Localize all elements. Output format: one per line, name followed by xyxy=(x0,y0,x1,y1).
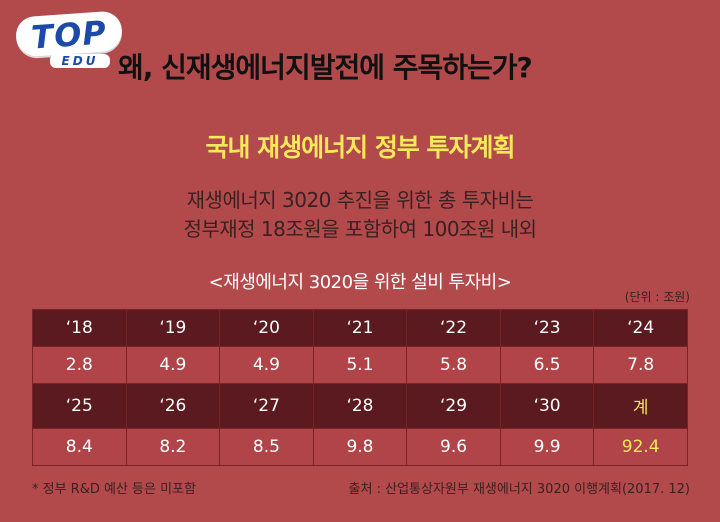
table-row-years-2: ‘25 ‘26 ‘27 ‘28 ‘29 ‘30 계 xyxy=(32,382,688,430)
year-cell: ‘27 xyxy=(219,382,314,430)
source-citation: 출처 : 산업통상자원부 재생에너지 3020 이행계획(2017. 12) xyxy=(348,482,690,497)
value-cell: 9.9 xyxy=(499,428,595,466)
year-cell: ‘20 xyxy=(219,309,314,347)
year-cell: ‘23 xyxy=(499,309,595,347)
year-cell: ‘25 xyxy=(32,382,127,430)
year-cell: ‘30 xyxy=(499,382,595,430)
table-row-values-2: 8.4 8.2 8.5 9.8 9.6 9.9 92.4 xyxy=(32,428,688,466)
table-row-years-1: ‘18 ‘19 ‘20 ‘21 ‘22 ‘23 ‘24 xyxy=(32,309,688,347)
top-edu-logo: TOP EDU xyxy=(14,8,124,70)
value-cell: 8.5 xyxy=(219,428,314,466)
value-cell: 6.5 xyxy=(499,345,595,384)
logo-main-text: TOP xyxy=(30,13,109,57)
description-line-1: 재생에너지 3020 추진을 위한 총 투자비는 xyxy=(186,188,534,212)
year-cell: ‘26 xyxy=(125,382,221,430)
table-row-values-1: 2.8 4.9 4.9 5.1 5.8 6.5 7.8 xyxy=(32,345,688,384)
year-cell: ‘28 xyxy=(312,382,408,430)
year-cell: ‘19 xyxy=(125,309,221,347)
value-cell: 2.8 xyxy=(32,345,127,384)
description-line-2: 정부재정 18조원을 포함하여 100조원 내외 xyxy=(183,217,537,241)
year-cell: ‘18 xyxy=(32,309,127,347)
total-value-cell: 92.4 xyxy=(593,428,688,466)
value-cell: 7.8 xyxy=(593,345,688,384)
footnote: * 정부 R&D 예산 등은 미포함 xyxy=(32,482,196,497)
table-caption: <재생에너지 3020을 위한 설비 투자비> xyxy=(208,272,512,293)
value-cell: 4.9 xyxy=(125,345,221,384)
year-cell: ‘21 xyxy=(312,309,408,347)
value-cell: 5.1 xyxy=(312,345,408,384)
year-cell: ‘22 xyxy=(406,309,501,347)
investment-table: ‘18 ‘19 ‘20 ‘21 ‘22 ‘23 ‘24 2.8 4.9 4.9 … xyxy=(32,309,688,466)
unit-label: (단위 : 조원) xyxy=(624,290,690,304)
value-cell: 8.4 xyxy=(32,428,127,466)
value-cell: 9.6 xyxy=(406,428,501,466)
value-cell: 9.8 xyxy=(312,428,408,466)
section-subtitle: 국내 재생에너지 정부 투자계획 xyxy=(205,133,515,162)
value-cell: 8.2 xyxy=(125,428,221,466)
page-title: 왜, 신재생에너지발전에 주목하는가? xyxy=(118,51,533,84)
year-cell: ‘29 xyxy=(406,382,501,430)
total-header-cell: 계 xyxy=(593,382,688,430)
value-cell: 4.9 xyxy=(219,345,314,384)
year-cell: ‘24 xyxy=(593,309,688,347)
logo-sub-text: EDU xyxy=(50,54,110,68)
value-cell: 5.8 xyxy=(406,345,501,384)
